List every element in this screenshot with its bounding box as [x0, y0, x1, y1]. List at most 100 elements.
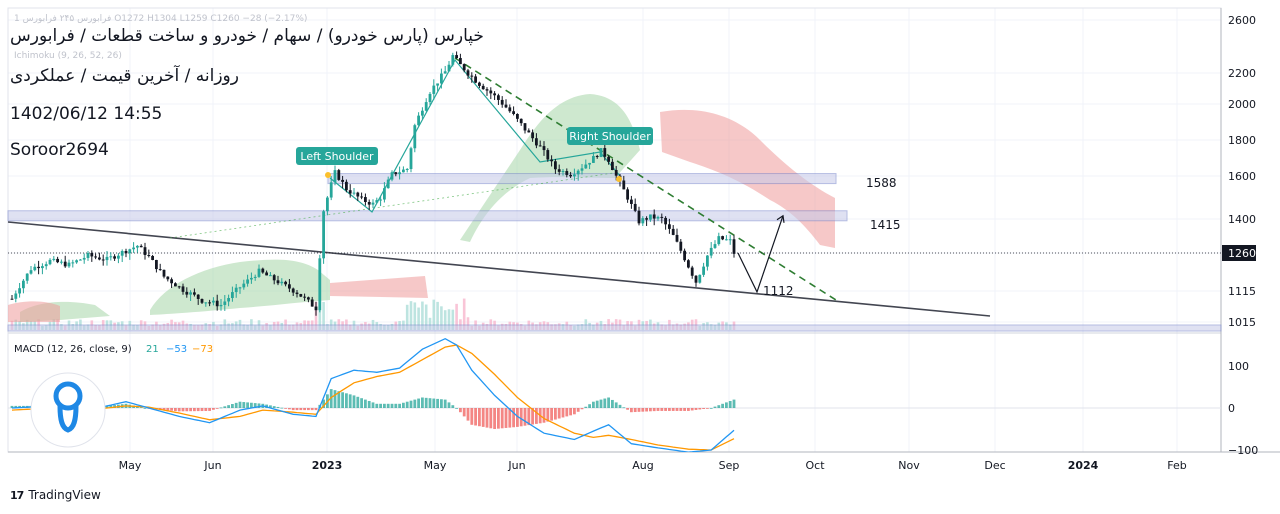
- candle-body: [307, 297, 310, 300]
- macd-hist-bar: [105, 405, 109, 408]
- candle-body: [14, 293, 18, 299]
- macd-hist-bar: [288, 408, 291, 410]
- time-tick-label: Dec: [984, 459, 1005, 472]
- macd-hist-bar: [428, 398, 432, 408]
- volume-bar: [436, 301, 439, 330]
- macd-hist-bar: [626, 408, 629, 410]
- macd-hist-bar: [497, 408, 500, 429]
- candle-body: [291, 288, 295, 293]
- macd-hist-bar: [204, 408, 208, 411]
- candle-body: [231, 292, 234, 299]
- tradingview-brand[interactable]: 17 TradingView: [10, 488, 101, 502]
- macd-hist-bar: [402, 402, 405, 408]
- macd-hist-bar: [394, 403, 398, 408]
- macd-hist-bar: [470, 408, 474, 425]
- candle-body: [565, 171, 569, 175]
- candle-body: [417, 115, 420, 126]
- macd-hist-bar: [196, 408, 200, 412]
- right-shoulder-marker: [616, 176, 622, 182]
- candle-body: [671, 228, 675, 235]
- macd-hist-bar: [687, 408, 690, 411]
- candle-body: [588, 162, 591, 165]
- macd-hist-bar: [576, 408, 580, 412]
- candle-body: [128, 249, 132, 254]
- candle-body: [709, 247, 713, 256]
- volume-zone: [7, 324, 1222, 332]
- time-tick-label: 2024: [1068, 459, 1099, 472]
- candle-body: [664, 217, 667, 225]
- annotations: Left Shoulder Right Shoulder 1588 1415 1112: [296, 127, 901, 298]
- candle-body: [310, 299, 314, 307]
- signal-line: [11, 344, 735, 451]
- macd-hist-bar: [709, 408, 713, 409]
- macd-hist-bar: [671, 408, 675, 411]
- macd-hist-bar: [592, 401, 595, 408]
- candle-body: [113, 256, 116, 259]
- candle-body: [52, 258, 56, 260]
- candle-body: [599, 148, 603, 158]
- candle-body: [181, 286, 185, 292]
- support-zone: [7, 210, 848, 222]
- macd-title: MACD (12, 26, close, 9): [14, 344, 132, 355]
- macd-hist-bar: [698, 408, 702, 410]
- candle-body: [466, 70, 470, 76]
- candle-body: [90, 253, 94, 257]
- candle-body: [432, 85, 436, 94]
- volume-bar: [424, 304, 428, 330]
- tradingview-name: TradingView: [28, 488, 101, 502]
- macd-hist-bar: [174, 408, 177, 412]
- macd-hist-bar: [641, 408, 645, 412]
- macd-hist-bar: [181, 408, 185, 412]
- candle-body: [402, 169, 405, 173]
- chart-title: خپارس (پارس خودرو) / سهام / خودرو و ساخت…: [10, 26, 484, 46]
- macd-hist-bar: [725, 402, 728, 408]
- candle-body: [668, 224, 671, 229]
- macd-hist-bar: [238, 401, 242, 408]
- candle-body: [508, 107, 512, 112]
- volume-bar: [322, 302, 325, 330]
- macd-hist-bar: [459, 408, 462, 413]
- candle-body: [329, 182, 333, 198]
- candle-body: [481, 85, 485, 90]
- volume-bar: [413, 302, 417, 330]
- candle-body: [679, 241, 683, 251]
- candle-body: [109, 256, 113, 258]
- candle-body: [25, 273, 29, 281]
- candle-body: [386, 179, 390, 189]
- descending-dashed-line: [454, 57, 837, 301]
- macd-hist-bar: [272, 406, 276, 408]
- candle-body: [105, 256, 109, 261]
- macd-hist-bar: [234, 402, 238, 408]
- candle-body: [421, 110, 424, 116]
- macd-hist-bar: [512, 408, 515, 428]
- candle-body: [470, 75, 474, 77]
- price-tick-label: 1115: [1228, 285, 1256, 298]
- macd-hist-bar: [656, 408, 660, 411]
- candle-body: [341, 179, 344, 182]
- macd-hist-bar: [299, 408, 303, 411]
- candle-body: [136, 245, 139, 248]
- candle-body: [527, 130, 531, 133]
- macd-hist-bar: [333, 390, 337, 408]
- price-tick-label: 1015: [1228, 316, 1256, 329]
- candle-body: [246, 279, 249, 284]
- macd-tick-label: −100: [1228, 444, 1258, 457]
- macd-hist-bar: [721, 403, 724, 408]
- candle-body: [272, 275, 276, 281]
- candle-body: [554, 161, 557, 170]
- macd-hist-bar: [345, 393, 348, 408]
- candle-body: [489, 90, 493, 94]
- volume-bar: [443, 310, 447, 330]
- macd-hist-bar: [478, 408, 481, 427]
- macd-hist-bar: [215, 408, 219, 409]
- candle-body: [322, 211, 325, 259]
- macd-hist-bar: [386, 403, 390, 408]
- candle-body: [299, 294, 303, 297]
- time-tick-label: Oct: [805, 459, 825, 472]
- macd-hist-bar: [481, 408, 485, 427]
- macd-hist-bar: [660, 408, 664, 411]
- head-shoulders-outline: [329, 58, 621, 213]
- candle-body: [166, 276, 170, 280]
- candle-body: [652, 214, 656, 219]
- candle-body: [242, 283, 246, 288]
